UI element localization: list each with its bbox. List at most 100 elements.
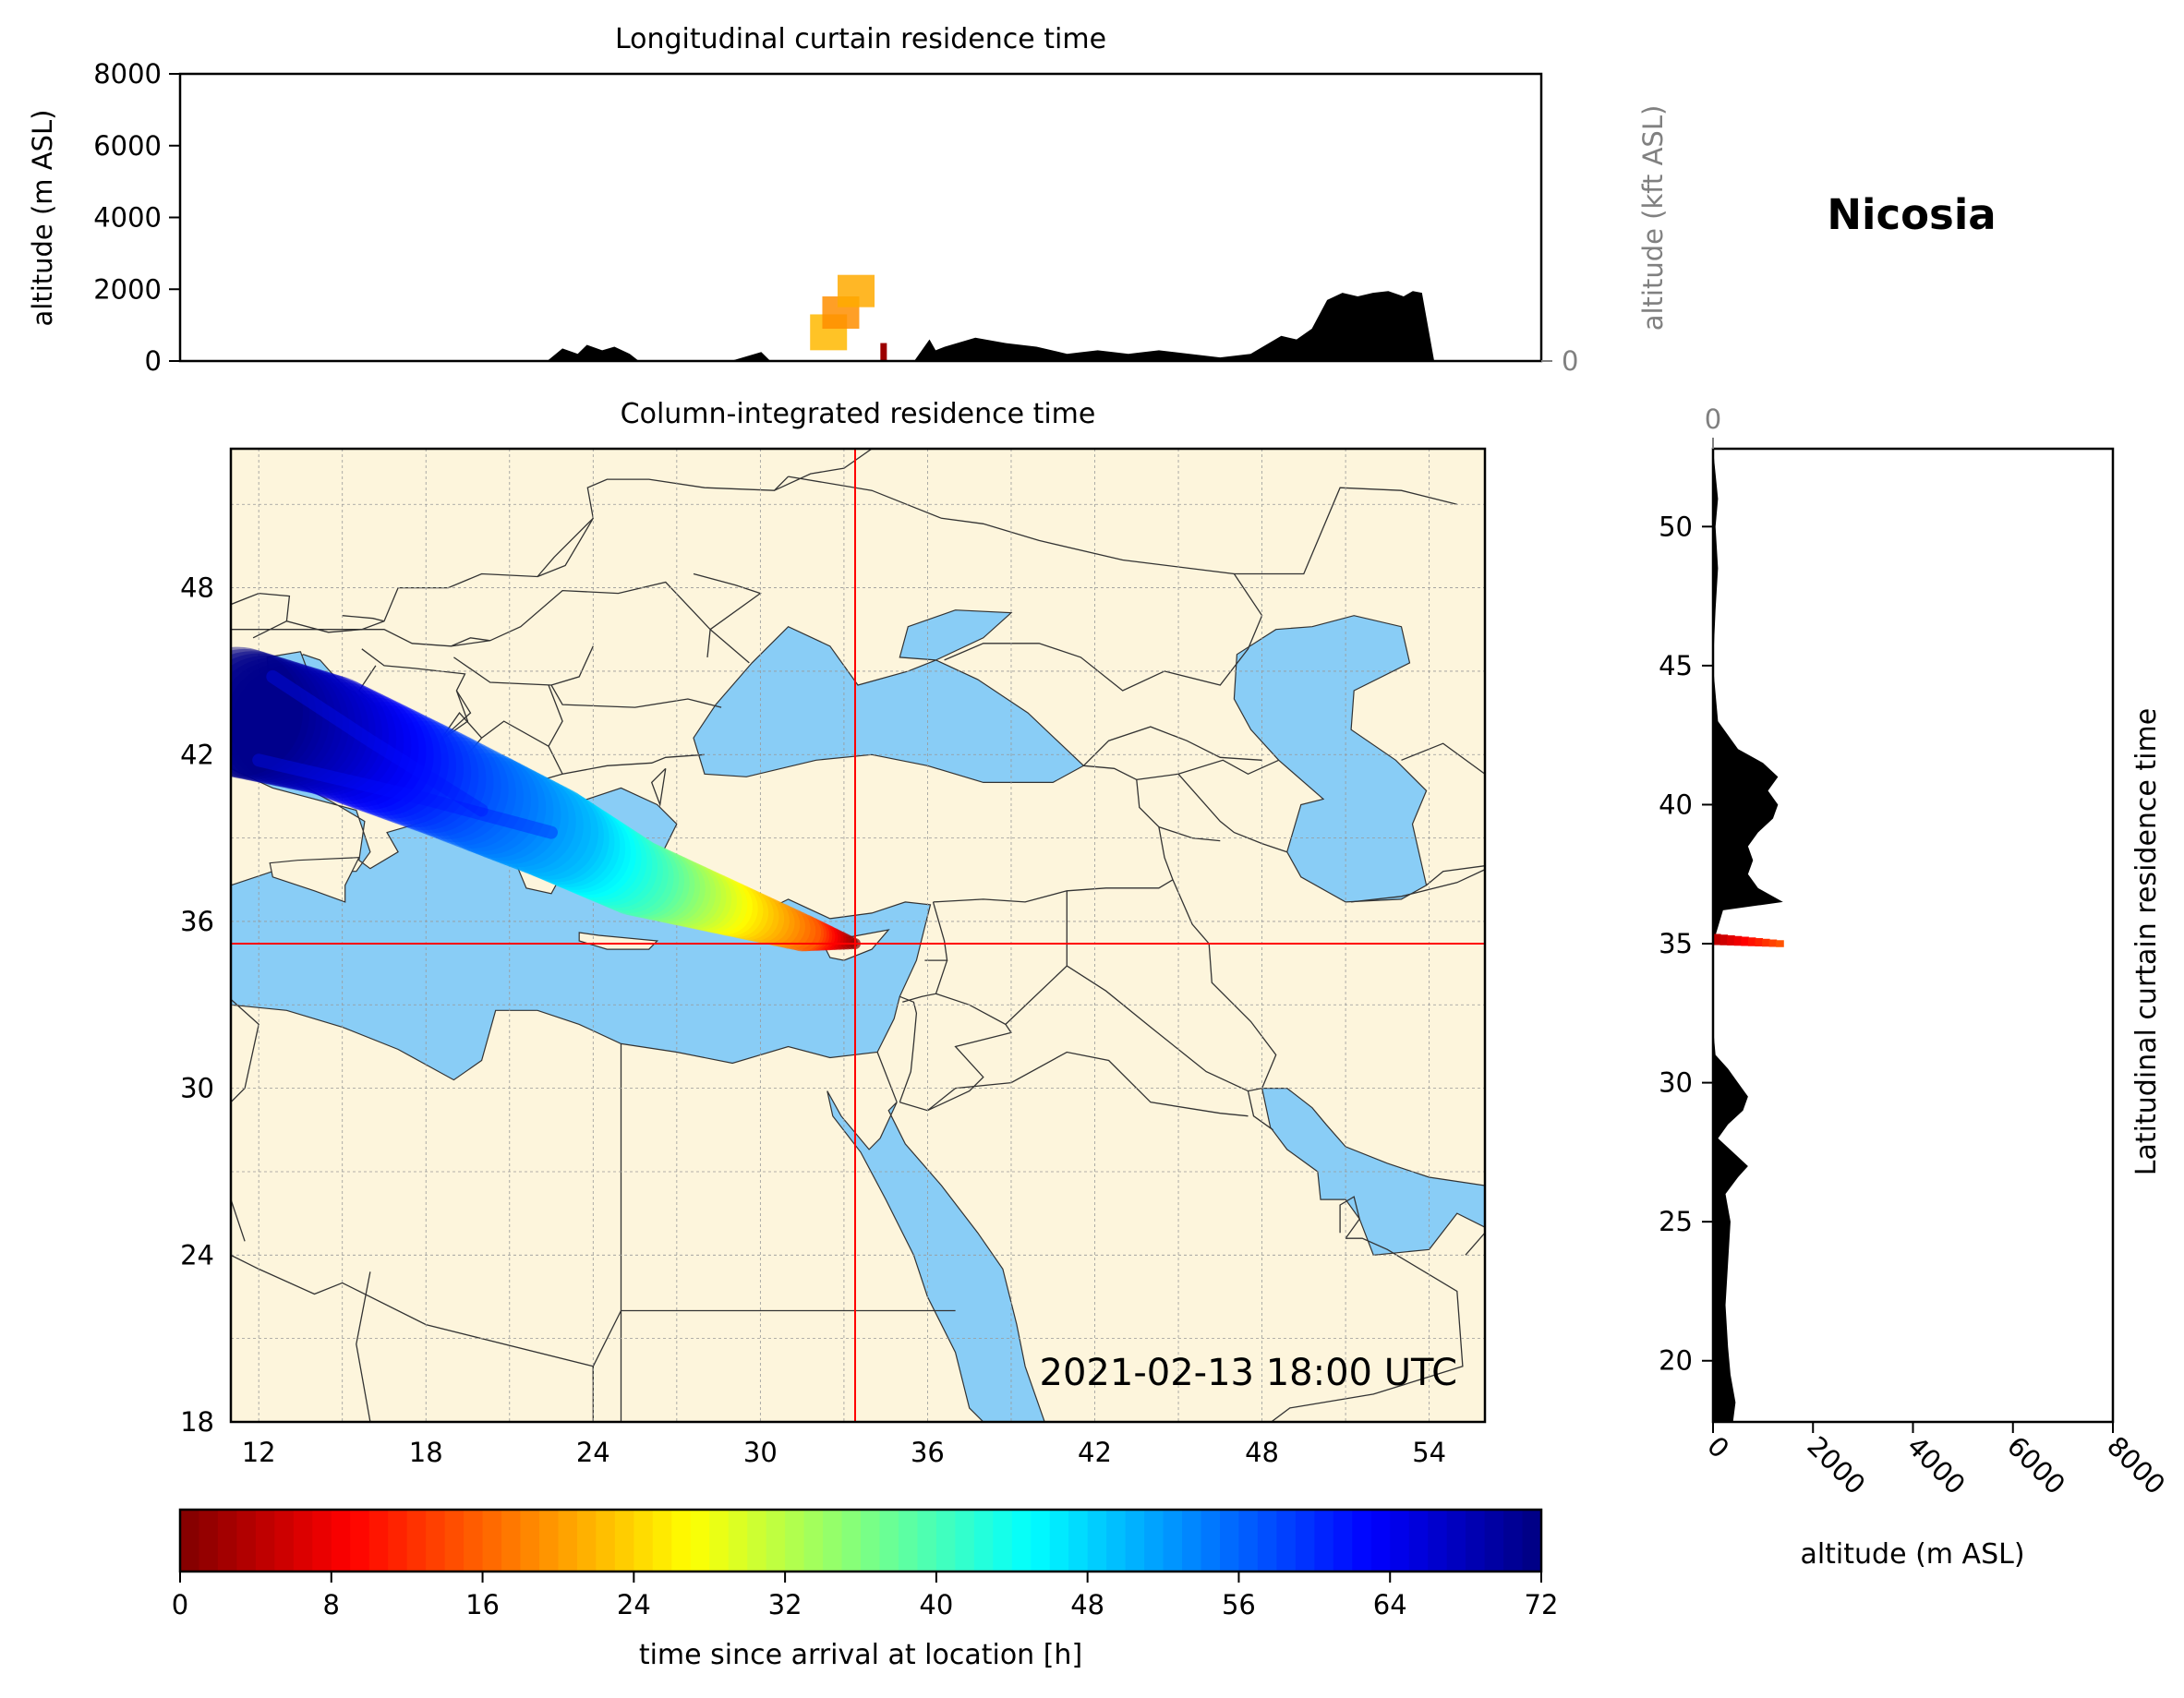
caspian-sea bbox=[1233, 615, 1428, 903]
colorbar-cell bbox=[368, 1510, 389, 1572]
colorbar-tick-label: 48 bbox=[1070, 1589, 1104, 1620]
country-border bbox=[1082, 726, 1262, 766]
latitudinal-plume-cell bbox=[1727, 935, 1735, 945]
colorbar-tick-label: 16 bbox=[465, 1589, 500, 1620]
map-plume-cell bbox=[309, 693, 427, 811]
latitudinal-plume-cell bbox=[1762, 938, 1770, 947]
map-plume bbox=[231, 646, 861, 952]
latitudinal-x-ticks: 0 2000 4000 6000 8000 bbox=[1701, 1422, 2171, 1500]
colorbar-cell bbox=[1068, 1510, 1089, 1572]
colorbar-ticks: 0 8 16 24 32 40 48 56 64 72 bbox=[172, 1572, 1559, 1620]
map-frame bbox=[229, 447, 1487, 1424]
country-border bbox=[693, 572, 762, 631]
map-x-ticks: 12 18 24 30 36 42 48 54 bbox=[242, 1437, 1446, 1468]
colorbar-cell bbox=[426, 1510, 446, 1572]
colorbar-cell bbox=[406, 1510, 427, 1572]
colorbar-cell bbox=[633, 1510, 654, 1572]
colorbar-cell bbox=[1049, 1510, 1069, 1572]
colorbar-cell bbox=[785, 1510, 805, 1572]
map-plume-cell bbox=[428, 749, 532, 852]
colorbar-cell bbox=[444, 1510, 465, 1572]
colorbar-tick-label: 24 bbox=[617, 1589, 651, 1620]
colorbar-tick-label: 32 bbox=[768, 1589, 802, 1620]
country-border bbox=[1270, 1237, 1464, 1422]
crete-island bbox=[578, 932, 659, 950]
country-border bbox=[1339, 1196, 1360, 1239]
longitudinal-plume-cell bbox=[880, 343, 887, 361]
colorbar-cell bbox=[823, 1510, 843, 1572]
map-borders bbox=[231, 449, 1485, 1422]
longitudinal-ytick-label: 6000 bbox=[93, 130, 162, 162]
colorbar-cell bbox=[1352, 1510, 1372, 1572]
colorbar-cell bbox=[1257, 1510, 1277, 1572]
country-border bbox=[439, 712, 483, 741]
country-border bbox=[1136, 759, 1279, 781]
colorbar-cell bbox=[293, 1510, 313, 1572]
map-ytick-label: 30 bbox=[180, 1073, 214, 1104]
map-ytick-label: 48 bbox=[180, 572, 214, 604]
country-border bbox=[774, 449, 873, 491]
colorbar-cell bbox=[1295, 1510, 1315, 1572]
map-plume-cell bbox=[293, 686, 412, 805]
colorbar-cell bbox=[1276, 1510, 1297, 1572]
map-plume-cell bbox=[231, 659, 343, 786]
country-border bbox=[356, 1271, 371, 1422]
colorbar-cell bbox=[1446, 1510, 1466, 1572]
map-xtick-label: 48 bbox=[1245, 1437, 1279, 1468]
colorbar-cell bbox=[1106, 1510, 1127, 1572]
colorbar-tick-label: 72 bbox=[1525, 1589, 1559, 1620]
country-border bbox=[1351, 869, 1485, 903]
colorbar-cell bbox=[747, 1510, 767, 1572]
country-border bbox=[1426, 865, 1485, 886]
country-border bbox=[924, 901, 948, 961]
colorbar-cell bbox=[1390, 1510, 1410, 1572]
sicily-island bbox=[269, 857, 360, 903]
map-plume-cell bbox=[319, 697, 434, 813]
country-border bbox=[548, 684, 563, 747]
colorbar-cell bbox=[671, 1510, 692, 1572]
country-border bbox=[926, 1051, 1249, 1117]
map-plume-cell bbox=[231, 653, 323, 782]
colorbar-cell bbox=[1408, 1510, 1429, 1572]
colorbar-cell bbox=[236, 1510, 257, 1572]
map-plume-cell bbox=[231, 655, 330, 783]
latitudinal-terrain bbox=[1713, 449, 1783, 1422]
country-border bbox=[899, 993, 1013, 1112]
latitudinal-plume-cell bbox=[1719, 934, 1729, 945]
map-plume-cell bbox=[284, 682, 404, 801]
colorbar-cell bbox=[1144, 1510, 1164, 1572]
colorbar-cell bbox=[861, 1510, 881, 1572]
colorbar: 0 8 16 24 32 40 48 56 64 72 time since arrival at… bbox=[172, 1508, 1559, 1671]
red-sea bbox=[827, 1090, 1045, 1422]
map-plume-cell bbox=[436, 753, 539, 855]
map-xtick-label: 42 bbox=[1078, 1437, 1112, 1468]
longitudinal-ytick-label: 0 bbox=[145, 345, 162, 377]
country-border bbox=[550, 645, 594, 686]
colorbar-tick-label: 8 bbox=[323, 1589, 340, 1620]
colorbar-cell bbox=[690, 1510, 710, 1572]
colorbar-cell bbox=[331, 1510, 351, 1572]
latitudinal-plume-cell bbox=[1733, 935, 1743, 946]
longitudinal-ylabel: altitude (m ASL) bbox=[27, 110, 58, 327]
longitudinal-y2-ticks: 050100 bbox=[1541, 345, 1578, 377]
map-plume-cell bbox=[253, 670, 376, 793]
colorbar-cell bbox=[1466, 1510, 1486, 1572]
colorbar-cell bbox=[1428, 1510, 1448, 1572]
longitudinal-title: Longitudinal curtain residence time bbox=[615, 23, 1106, 55]
country-border bbox=[788, 476, 1263, 692]
country-border bbox=[342, 615, 385, 622]
country-border bbox=[1158, 825, 1221, 842]
colorbar-label: time since arrival at location [h] bbox=[639, 1639, 1082, 1671]
map-plume-cell bbox=[246, 668, 369, 791]
longitudinal-terrain bbox=[180, 291, 1541, 361]
colorbar-cell bbox=[274, 1510, 295, 1572]
colorbar-cell bbox=[1125, 1510, 1145, 1572]
colorbar-cell bbox=[614, 1510, 634, 1572]
colorbar-cell bbox=[312, 1510, 332, 1572]
latitudinal-ytick-label: 25 bbox=[1659, 1206, 1693, 1237]
map-plume-cell bbox=[231, 664, 356, 789]
map-plume-cell bbox=[231, 661, 350, 788]
country-border bbox=[465, 720, 549, 758]
colorbar-cell bbox=[1522, 1510, 1542, 1572]
